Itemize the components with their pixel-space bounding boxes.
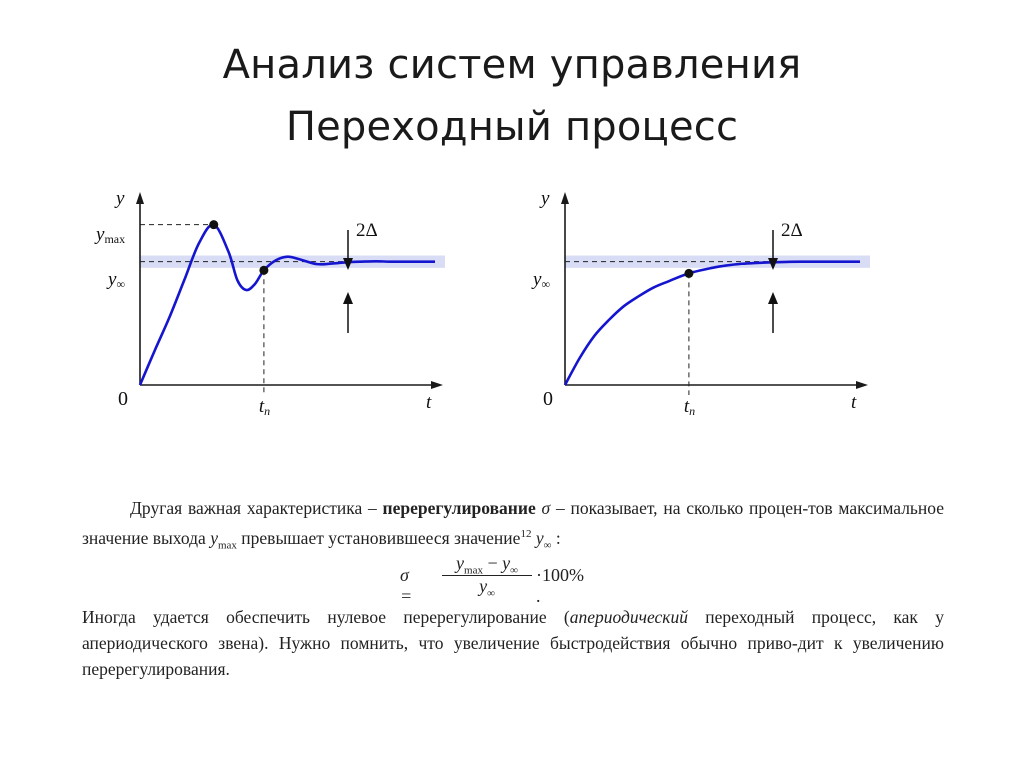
formula-rhs: ·100% . bbox=[536, 565, 584, 606]
slide-title-line-1: Анализ систем управления bbox=[222, 42, 802, 88]
paragraph-text: превышает установившееся значение bbox=[236, 527, 521, 548]
tolerance-band bbox=[140, 255, 445, 268]
origin-label: 0 bbox=[543, 388, 553, 410]
paragraph-text: переходный процесс, как у апериодическог… bbox=[82, 607, 944, 679]
footnote-ref: 12 bbox=[520, 528, 532, 540]
response-curve bbox=[138, 223, 435, 386]
peak-point bbox=[209, 220, 219, 230]
y-axis-label: y bbox=[114, 188, 125, 209]
delta-label: 2Δ bbox=[356, 220, 378, 241]
x-axis-arrow bbox=[431, 381, 443, 389]
term-overshoot: перерегулирование bbox=[382, 498, 536, 518]
sigma-symbol: σ bbox=[541, 498, 551, 518]
formula-denominator: y∞ bbox=[479, 576, 495, 600]
delta-arrow-top-head bbox=[343, 258, 353, 270]
yinf-label: y∞ bbox=[531, 269, 550, 291]
settling-point bbox=[259, 265, 269, 275]
overshoot-paragraph: Другая важная характеристика – перерегул… bbox=[82, 495, 944, 558]
cropped-text-line bbox=[130, 681, 530, 686]
aperiodic-response-chart: 2Δ y y∞ 0 tп t bbox=[531, 188, 870, 418]
formula-numerator: ymax − y∞ bbox=[442, 553, 532, 577]
formula-fraction: ymax − y∞ y∞ bbox=[442, 553, 532, 600]
tolerance-band bbox=[565, 255, 870, 268]
delta-arrow-bottom-head bbox=[768, 292, 778, 304]
term-aperiodic: апериодический bbox=[569, 607, 688, 627]
x-axis-label: t bbox=[426, 392, 432, 413]
paragraph-text: Другая важная характеристика – bbox=[130, 498, 383, 518]
y-axis-arrow bbox=[561, 192, 569, 204]
zero-overshoot-paragraph: Иногда удается обеспечить нулевое перере… bbox=[82, 604, 944, 682]
paragraph-text: – показывает, на сколько процен-тов макс… bbox=[82, 498, 945, 548]
formula-lhs: σ = bbox=[400, 565, 413, 606]
yinf-label: y∞ bbox=[106, 269, 125, 291]
tp-label: tп bbox=[684, 396, 695, 418]
paragraph-text: : bbox=[551, 527, 561, 548]
ymax-symbol: y bbox=[210, 527, 218, 548]
x-axis-label: t bbox=[851, 392, 857, 413]
origin-label: 0 bbox=[118, 388, 128, 410]
y-axis-label: y bbox=[539, 188, 550, 209]
settling-point bbox=[684, 268, 694, 278]
slide-title-line-2: Переходный процесс bbox=[285, 104, 739, 150]
oscillatory-response-chart: 2Δ y ymax y∞ 0 tп t bbox=[94, 188, 445, 418]
ymax-subscript: max bbox=[217, 539, 237, 552]
ymax-label: ymax bbox=[94, 224, 125, 246]
delta-arrow-bottom-head bbox=[343, 292, 353, 304]
x-axis-arrow bbox=[856, 381, 868, 389]
delta-label: 2Δ bbox=[781, 220, 803, 241]
y-axis-arrow bbox=[136, 192, 144, 204]
response-curve bbox=[563, 260, 860, 386]
paragraph-text: Иногда удается обеспечить нулевое перере… bbox=[82, 607, 570, 627]
yinf-subscript: ∞ bbox=[543, 539, 552, 552]
delta-arrow-top-head bbox=[768, 258, 778, 270]
tp-label: tп bbox=[259, 396, 270, 418]
yinf-symbol: y bbox=[535, 527, 544, 548]
